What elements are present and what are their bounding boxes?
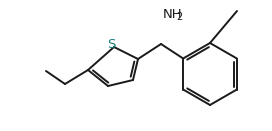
Text: 2: 2 bbox=[177, 12, 183, 23]
Text: S: S bbox=[107, 37, 115, 50]
Text: NH: NH bbox=[163, 7, 183, 20]
